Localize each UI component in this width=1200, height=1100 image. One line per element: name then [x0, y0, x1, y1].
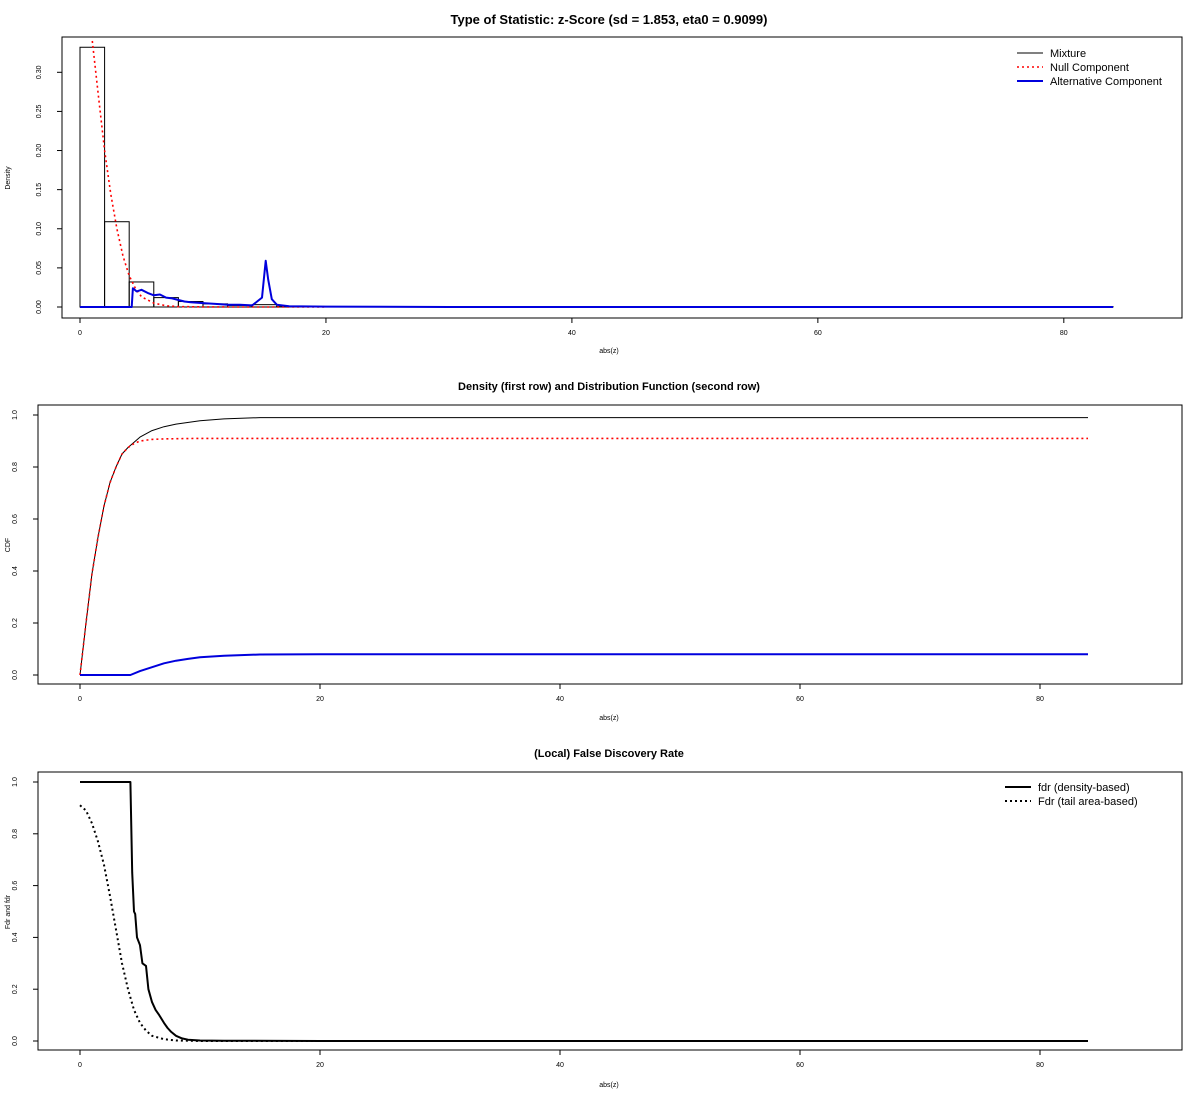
series-line-2: [80, 653, 1088, 676]
x-axis: 0 20 40 60 80: [78, 1049, 1044, 1069]
y-tick-label: 0.00: [36, 300, 43, 314]
x-tick-label: 60: [814, 330, 822, 337]
plot-frame: [37, 404, 1183, 685]
series-line-1: [79, 437, 1088, 676]
cdf-panel: Density (first row) and Distribution Fun…: [5, 381, 1183, 722]
x-axis-label: abs(z): [599, 348, 618, 355]
legend-entry-Fdr: Fdr (tail area-based): [1038, 796, 1138, 808]
x-tick-label: 20: [316, 696, 324, 703]
x-tick-label: 80: [1060, 330, 1068, 337]
histogram: [79, 46, 1114, 308]
x-tick-label: 0: [78, 696, 82, 703]
x-tick-label: 60: [796, 696, 804, 703]
series-line-2: [80, 259, 1113, 308]
y-axis-label: CDF: [5, 538, 12, 552]
y-tick-label: 0.0: [12, 670, 19, 680]
x-tick-label: 0: [78, 1062, 82, 1069]
series-layer: [79, 781, 1088, 1042]
series-layer: [79, 417, 1088, 676]
x-tick-label: 40: [556, 1062, 564, 1069]
y-tick-label: 0.6: [12, 881, 19, 891]
x-axis: 0 20 40 60 80: [78, 317, 1068, 337]
x-tick-label: 80: [1036, 1062, 1044, 1069]
y-tick-label: 0.15: [36, 183, 43, 197]
histogram-bar: [79, 46, 106, 308]
y-tick-label: 0.4: [12, 566, 19, 576]
x-axis-label: abs(z): [599, 1082, 618, 1089]
legend-entry-null: Null Component: [1050, 62, 1129, 74]
y-tick-label: 1.0: [12, 777, 19, 787]
x-tick-label: 60: [796, 1062, 804, 1069]
y-tick-label: 1.0: [12, 410, 19, 420]
y-tick-label: 0.20: [36, 144, 43, 158]
x-tick-label: 40: [568, 330, 576, 337]
plot-frame: [37, 771, 1183, 1051]
y-tick-label: 0.05: [36, 261, 43, 275]
y-tick-label: 0.2: [12, 984, 19, 994]
x-axis-label: abs(z): [599, 715, 618, 722]
y-tick-label: 0.10: [36, 222, 43, 236]
legend: Mixture Null Component Alternative Compo…: [1017, 48, 1162, 88]
series-line-1: [91, 40, 326, 308]
x-tick-label: 80: [1036, 696, 1044, 703]
plot-frame: [61, 36, 1183, 319]
series-layer: [80, 40, 1113, 308]
y-tick-label: 0.25: [36, 104, 43, 118]
legend: fdr (density-based) Fdr (tail area-based…: [1005, 782, 1138, 808]
chart-title: Density (first row) and Distribution Fun…: [458, 381, 760, 393]
density-panel: Type of Statistic: z-Score (sd = 1.853, …: [5, 12, 1183, 355]
y-axis-label: Fdr and fdr: [5, 894, 12, 929]
x-tick-label: 40: [556, 696, 564, 703]
y-axis: 0.0 0.2 0.4 0.6 0.8 1.0: [12, 777, 39, 1046]
legend-entry-alternative: Alternative Component: [1050, 76, 1162, 88]
y-axis-label: Density: [5, 166, 12, 190]
legend-entry-mixture: Mixture: [1050, 48, 1086, 60]
y-tick-label: 0.30: [36, 65, 43, 79]
x-tick-label: 20: [322, 330, 330, 337]
x-tick-label: 0: [78, 330, 82, 337]
series-line-0: [80, 781, 1088, 1042]
x-axis: 0 20 40 60 80: [78, 683, 1044, 703]
chart-title: Type of Statistic: z-Score (sd = 1.853, …: [451, 12, 768, 27]
y-tick-label: 0.4: [12, 932, 19, 942]
y-tick-label: 0.6: [12, 514, 19, 524]
fdr-panel: (Local) False Discovery Rate 0 20 40 60 80 0…: [5, 748, 1183, 1089]
legend-entry-fdr: fdr (density-based): [1038, 782, 1130, 794]
x-tick-label: 20: [316, 1062, 324, 1069]
y-tick-label: 0.2: [12, 618, 19, 628]
y-axis: 0.00 0.05 0.10 0.15 0.20 0.25 0.30: [36, 65, 63, 314]
y-tick-label: 0.0: [12, 1036, 19, 1046]
series-line-0: [79, 417, 1088, 676]
y-tick-label: 0.8: [12, 829, 19, 839]
y-tick-label: 0.8: [12, 462, 19, 472]
y-axis: 0.0 0.2 0.4 0.6 0.8 1.0: [12, 410, 39, 680]
chart-title: (Local) False Discovery Rate: [534, 748, 684, 760]
series-line-1: [79, 804, 1088, 1042]
